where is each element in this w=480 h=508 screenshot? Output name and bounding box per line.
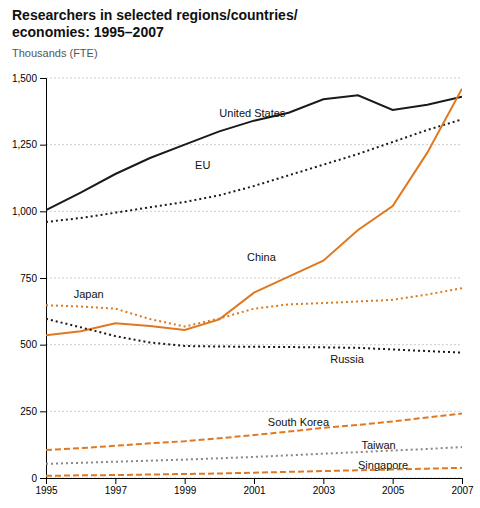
y-tick-label: 0: [31, 473, 37, 484]
x-axis: 1995 1997 1999 2001 2003 2005 2007: [35, 478, 474, 496]
x-tick-label: 1999: [174, 485, 197, 496]
y-tick-mark: [40, 478, 46, 479]
y-tick-label: 1,000: [12, 206, 37, 217]
y-tick-mark: [40, 345, 46, 346]
series-label: Russia: [330, 353, 365, 365]
y-tick: 1,500: [12, 73, 46, 84]
x-tick: 1997: [105, 478, 128, 496]
series-label: Japan: [74, 288, 104, 300]
x-tick-mark: [323, 478, 324, 484]
grid-line: [46, 411, 462, 412]
plot: 1995 1997 1999 2001 2003 2005 2007 0 250 500 750 1,…: [12, 73, 474, 496]
x-axis-line: [47, 479, 463, 485]
x-tick-label: 1995: [35, 485, 58, 496]
y-tick: 1,000: [12, 206, 46, 217]
x-tick: 1999: [174, 478, 197, 496]
x-tick-label: 1997: [105, 485, 128, 496]
x-tick-mark: [115, 478, 116, 484]
y-tick-label: 250: [20, 406, 37, 417]
series-label: EU: [195, 159, 210, 171]
x-tick: 2007: [451, 478, 474, 496]
x-tick: 1995: [35, 478, 58, 496]
y-tick-mark: [40, 78, 46, 79]
grid-line: [46, 344, 462, 345]
y-tick: 250: [20, 406, 46, 417]
y-tick-label: 1,500: [12, 73, 37, 84]
x-tick: 2005: [382, 478, 405, 496]
y-tick: 1,250: [12, 139, 46, 150]
x-tick-label: 2001: [243, 485, 266, 496]
title: Researchers in selected regions/countrie…: [12, 7, 298, 40]
x-tick-label: 2005: [382, 485, 405, 496]
grid-line: [46, 278, 462, 279]
series-label: Taiwan: [361, 439, 395, 451]
x-tick: 2001: [243, 478, 266, 496]
grid-line: [46, 211, 462, 212]
x-tick: 2003: [313, 478, 336, 496]
subtitle: Thousands (FTE): [12, 47, 98, 59]
y-axis: 0 250 500 750 1,000 1,250 1,500: [12, 73, 47, 484]
y-tick-mark: [40, 411, 46, 412]
grid: [46, 78, 462, 478]
y-tick: 500: [20, 339, 46, 350]
y-tick: 0: [31, 473, 46, 484]
y-tick-mark: [40, 211, 46, 212]
x-tick-mark: [185, 478, 186, 484]
x-tick-label: 2003: [313, 485, 336, 496]
grid-line: [46, 78, 462, 79]
series-label: Singapore: [358, 459, 408, 471]
y-tick: 750: [20, 273, 46, 284]
series-line: [46, 319, 462, 353]
y-tick-mark: [40, 145, 46, 146]
x-tick-mark: [462, 478, 463, 484]
y-tick-mark: [40, 278, 46, 279]
series-label: United States: [219, 107, 286, 119]
series-label: South Korea: [268, 416, 330, 428]
series-label: China: [247, 251, 277, 263]
series-line: [46, 288, 462, 326]
y-axis-line: [40, 79, 47, 479]
grid-line: [46, 144, 462, 145]
chart: Researchers in selected regions/countrie…: [0, 0, 480, 508]
series-line: [46, 89, 462, 336]
x-tick-mark: [254, 478, 255, 484]
y-tick-label: 500: [20, 339, 37, 350]
annotations: United States EU China Japan Russia South Kor…: [74, 107, 408, 471]
title-line: Researchers in selected regions/countrie…: [12, 7, 298, 23]
series-line: [46, 119, 462, 222]
y-tick-label: 750: [20, 273, 37, 284]
title-line: economies: 1995–2007: [12, 24, 164, 40]
x-tick-mark: [393, 478, 394, 484]
lines: [46, 89, 462, 476]
y-tick-label: 1,250: [12, 139, 37, 150]
series-line: [46, 95, 462, 210]
series-line: [46, 413, 462, 450]
x-tick-label: 2007: [451, 485, 474, 496]
